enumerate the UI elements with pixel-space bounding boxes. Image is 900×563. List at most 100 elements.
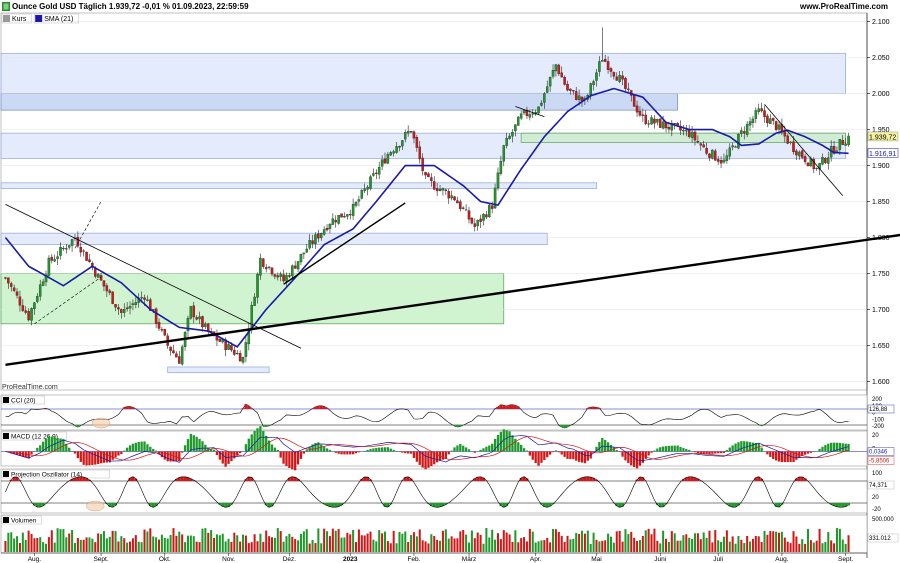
- candle-body: [505, 137, 508, 146]
- candle-body: [774, 121, 778, 130]
- candle-body: [824, 157, 827, 163]
- candle-body: [18, 296, 22, 306]
- cci-line: [5, 403, 849, 429]
- panel-tick-label: -20: [872, 507, 881, 513]
- candle-body: [398, 145, 401, 148]
- panel-tick-label: -100: [872, 417, 885, 423]
- candle-body: [285, 275, 288, 282]
- candle-body: [288, 275, 291, 277]
- candle-body: [279, 273, 282, 277]
- x-axis-label: Apr.: [530, 556, 542, 563]
- x-axis-label: Aug.: [28, 556, 42, 563]
- candle-body: [493, 187, 497, 209]
- candle-body: [175, 353, 178, 358]
- candle-body: [473, 223, 477, 227]
- dashed-trendline: [74, 201, 102, 249]
- chart-title: Ounce Gold USD Täglich 1.939,72 -0,01 % …: [12, 2, 249, 11]
- candle-body: [800, 150, 804, 158]
- candle-body: [102, 280, 106, 287]
- candle-body: [540, 102, 543, 106]
- panel-tick-label: 100: [872, 471, 883, 477]
- candle-body: [632, 94, 636, 107]
- panel-tick-label: 20: [872, 495, 879, 501]
- candle-body: [120, 309, 123, 313]
- support-zone-7: [167, 366, 270, 374]
- candle-body: [789, 141, 792, 143]
- candle-body: [296, 261, 300, 270]
- candle-body: [253, 296, 256, 306]
- last-price-badge: [867, 131, 899, 142]
- panel-title: Volumen: [11, 518, 37, 525]
- candle-body: [169, 346, 172, 351]
- macd-signal-label: -5,8506: [869, 459, 890, 465]
- x-axis-label: März: [462, 556, 476, 563]
- candle-body: [108, 290, 112, 293]
- candle-body: [128, 306, 132, 309]
- candle-body: [482, 213, 485, 221]
- candle-body: [485, 214, 488, 218]
- candle-body: [67, 245, 71, 248]
- trendline-4: [515, 106, 545, 117]
- candle-body: [682, 129, 685, 132]
- candle-body: [404, 132, 407, 140]
- candle-body: [30, 308, 33, 321]
- candle-body: [140, 297, 143, 299]
- candle-body: [705, 147, 708, 154]
- candle-body: [241, 356, 245, 363]
- candle-body: [235, 353, 239, 355]
- candle-body: [638, 110, 642, 116]
- x-axis-label: Sept.: [838, 556, 853, 563]
- candle-body: [699, 143, 703, 146]
- candle-body: [412, 131, 416, 139]
- candle-body: [59, 247, 62, 256]
- cci-highlight-marker: [91, 417, 111, 429]
- macd-signal-line: [5, 436, 849, 461]
- candle-body: [627, 88, 630, 90]
- candle-body: [812, 158, 816, 170]
- candle-body: [670, 122, 674, 131]
- candle-body: [343, 216, 346, 218]
- candle-body: [722, 159, 726, 163]
- panel-tick-label: -200: [872, 424, 885, 430]
- candle-body: [757, 108, 760, 112]
- candle-body: [47, 257, 51, 276]
- candle-body: [360, 190, 364, 199]
- candle-body: [803, 156, 807, 162]
- candle-body: [690, 131, 694, 138]
- candle-body: [461, 207, 465, 209]
- sma-21-line: [4, 87, 849, 348]
- candle-body: [375, 172, 378, 174]
- candle-body: [806, 162, 810, 167]
- projection-line: [5, 476, 849, 508]
- candle-body: [50, 256, 54, 261]
- candle-body: [163, 329, 167, 336]
- candle-body: [693, 131, 697, 141]
- candle-body: [351, 204, 355, 216]
- candle-body: [453, 196, 456, 201]
- candle-body: [838, 139, 842, 150]
- candle-body: [180, 346, 184, 365]
- candle-body: [85, 251, 88, 261]
- x-axis-label: Nov.: [222, 556, 235, 563]
- candle-body: [621, 75, 624, 80]
- candle-body: [264, 267, 268, 270]
- candle-body: [346, 214, 349, 217]
- candle-body: [305, 248, 309, 253]
- panel-tick-label: 200: [872, 397, 883, 403]
- sma-value-label: 1.916,91: [869, 151, 896, 158]
- dashed-trendline: [34, 276, 102, 325]
- candle-body: [832, 146, 836, 154]
- brand-link[interactable]: www.ProRealTime.com: [799, 2, 888, 11]
- candle-body: [372, 173, 375, 176]
- candle-body: [714, 150, 717, 161]
- candle-body: [844, 143, 847, 146]
- candle-body: [267, 266, 271, 268]
- volume-value-badge: [867, 533, 899, 543]
- candle-body: [195, 317, 198, 320]
- trendline-2: [283, 202, 406, 285]
- candle-body: [377, 166, 381, 175]
- candle-body: [731, 145, 734, 148]
- candle-body: [745, 124, 749, 135]
- candle-body: [389, 152, 393, 156]
- panel-legend-box: [1, 395, 45, 405]
